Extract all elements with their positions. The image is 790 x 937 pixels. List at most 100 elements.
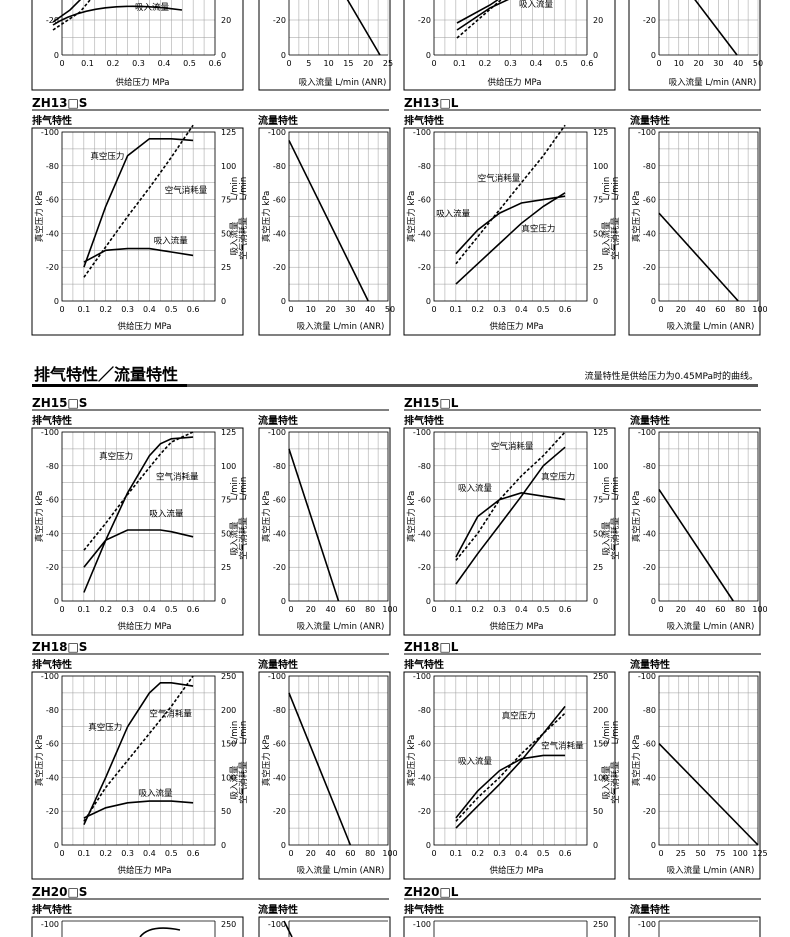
x-tick-label: 20 — [306, 605, 316, 614]
y-tick-label: -40 — [643, 773, 656, 782]
y-tick-label: -100 — [268, 128, 286, 137]
y-tick-label: -100 — [268, 428, 286, 437]
right-axis-label: 吸入流量 — [229, 521, 240, 556]
curve-label-suction: 吸入流量 — [135, 2, 170, 13]
model-title: ZH18□S — [32, 640, 87, 654]
x-tick-label: 0.2 — [471, 305, 484, 314]
right-tick-label: 50 — [221, 229, 231, 238]
x-tick-label: 50 — [696, 849, 706, 858]
y-tick-label: -80 — [643, 162, 656, 171]
subtitle-flow: 流量特性 — [630, 114, 670, 127]
y-tick-label: -80 — [643, 706, 656, 715]
y-tick-label: 0 — [426, 841, 431, 850]
flow-panel: -100 -80 -60 -40 -20 0 真空压力 kPa 0 10 20 30 40 50吸入流量… — [258, 127, 395, 336]
y-tick-label: -20 — [46, 563, 59, 572]
y-tick-label: -20 — [643, 563, 656, 572]
y-tick-label: -100 — [638, 128, 656, 137]
x-tick-label: 20 — [326, 305, 336, 314]
right-tick-label: 200 — [221, 706, 236, 715]
y-tick-label: 0 — [651, 51, 656, 60]
right-tick-label: 75 — [221, 496, 231, 505]
x-axis-label: 吸入流量 L/min (ANR) — [667, 621, 755, 632]
x-tick-label: 60 — [345, 605, 355, 614]
x-tick-label: 0.2 — [479, 59, 492, 68]
x-tick-label: 0.1 — [77, 849, 90, 858]
flow-panel-partial: -100 — [258, 916, 391, 937]
x-tick-label: 0.4 — [515, 305, 528, 314]
flow-panel: -100 -80 -60 -40 -20 0 真空压力 kPa 0 25 50 75 100 125 吸入… — [628, 671, 768, 880]
right-tick-label: 25 — [593, 563, 603, 572]
y-tick-label: 0 — [651, 297, 656, 306]
x-axis-label: 供给压力 MPa — [118, 321, 172, 332]
y-axis-label: 真空压力 kPa — [631, 735, 642, 787]
x-tick-label: 0.3 — [493, 605, 506, 614]
y-tick-label: -60 — [418, 196, 431, 205]
subtitle-exhaust: 排气特性 — [32, 903, 72, 916]
frame — [403, 0, 616, 91]
curve-label-air: 空气消耗量 — [491, 441, 534, 452]
right-tick-label: 150 — [221, 740, 236, 749]
right-axis-unit: L/min — [230, 477, 240, 501]
y-tick-label: -100 — [638, 920, 656, 929]
exhaust-frame — [31, 127, 244, 336]
x-tick-label: 0.3 — [132, 59, 145, 68]
y-tick-label: -100 — [413, 428, 431, 437]
y-tick-label: -40 — [273, 773, 286, 782]
x-tick-label: 0.6 — [581, 59, 594, 68]
y-tick-label: -80 — [273, 462, 286, 471]
frame — [258, 916, 391, 937]
plot-area — [61, 675, 216, 846]
right-tick-label: 125 — [593, 128, 608, 137]
x-tick-label: 0.6 — [209, 59, 222, 68]
right-tick-label: 150 — [593, 740, 608, 749]
x-tick-label: 0.5 — [165, 605, 178, 614]
x-tick-label: 0.4 — [143, 605, 156, 614]
right-tick-label: 125 — [221, 128, 236, 137]
x-tick-label: 0.4 — [515, 849, 528, 858]
y-tick-label: -20 — [46, 807, 59, 816]
subtitle-exhaust: 排气特性 — [404, 658, 444, 671]
right-tick-label: 50 — [221, 807, 231, 816]
x-tick-label: 15 — [343, 59, 353, 68]
right-tick-label: 50 — [593, 529, 603, 538]
y-tick-label: -80 — [418, 706, 431, 715]
x-tick-label: 40 — [365, 305, 375, 314]
x-tick-label: 30 — [345, 305, 355, 314]
exhaust-panel-partial: -100 250 — [31, 916, 244, 937]
x-tick-label: 0.3 — [504, 59, 517, 68]
right-axis-unit: L/min — [239, 721, 249, 745]
exhaust-frame — [31, 671, 244, 880]
right-tick-label: 25 — [593, 263, 603, 272]
x-axis-label: 吸入流量 L/min (ANR) — [297, 321, 385, 332]
y-tick-label: 0 — [281, 841, 286, 850]
curve-label-suction: 吸入流量 — [154, 236, 189, 247]
right-tick-label: 0 — [221, 51, 226, 60]
right-axis-unit: L/min — [611, 721, 621, 745]
x-tick-label: 0.5 — [165, 849, 178, 858]
right-axis-label: 吸入流量 — [601, 521, 612, 556]
flow-panel-partial: -20 00 5 10 15 20 25 吸入流量 L/min (ANR) — [258, 0, 393, 91]
frame — [628, 916, 761, 937]
y-tick-label: 0 — [54, 297, 59, 306]
y-tick-label: 0 — [651, 597, 656, 606]
y-tick-label: 0 — [281, 51, 286, 60]
vacuum-pressure-curve — [455, 705, 566, 829]
x-tick-label: 0.4 — [515, 605, 528, 614]
y-axis-label: 真空压力 kPa — [261, 491, 272, 543]
y-tick-label: -100 — [268, 672, 286, 681]
x-tick-label: 0.6 — [187, 849, 200, 858]
y-tick-label: -100 — [638, 672, 656, 681]
x-tick-label: 40 — [696, 605, 706, 614]
right-tick-label: 0 — [593, 297, 598, 306]
y-axis-label: 真空压力 kPa — [34, 735, 45, 787]
flow-panel-partial: -20 00 10 20 30 40 50 吸入流量 L/min (ANR) — [628, 0, 763, 91]
vacuum-pressure-curve — [83, 682, 194, 826]
plot-area — [433, 675, 588, 846]
x-tick-label: 80 — [735, 305, 745, 314]
x-axis-label: 吸入流量 L/min (ANR) — [297, 865, 385, 876]
x-tick-label: 0.1 — [449, 305, 462, 314]
right-axis-unit: L/min — [602, 721, 612, 745]
y-tick-label: -40 — [643, 229, 656, 238]
flow-panel: -100 -80 -60 -40 -20 0 真空压力 kPa 0 20 40 60 80 100 吸入流… — [258, 671, 398, 880]
